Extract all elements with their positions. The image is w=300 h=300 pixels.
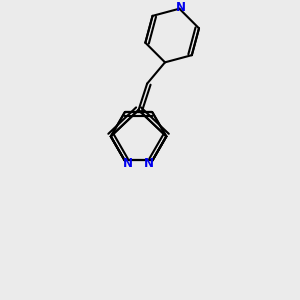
Text: N: N: [123, 157, 133, 169]
Text: N: N: [144, 157, 154, 169]
Text: N: N: [176, 1, 186, 14]
